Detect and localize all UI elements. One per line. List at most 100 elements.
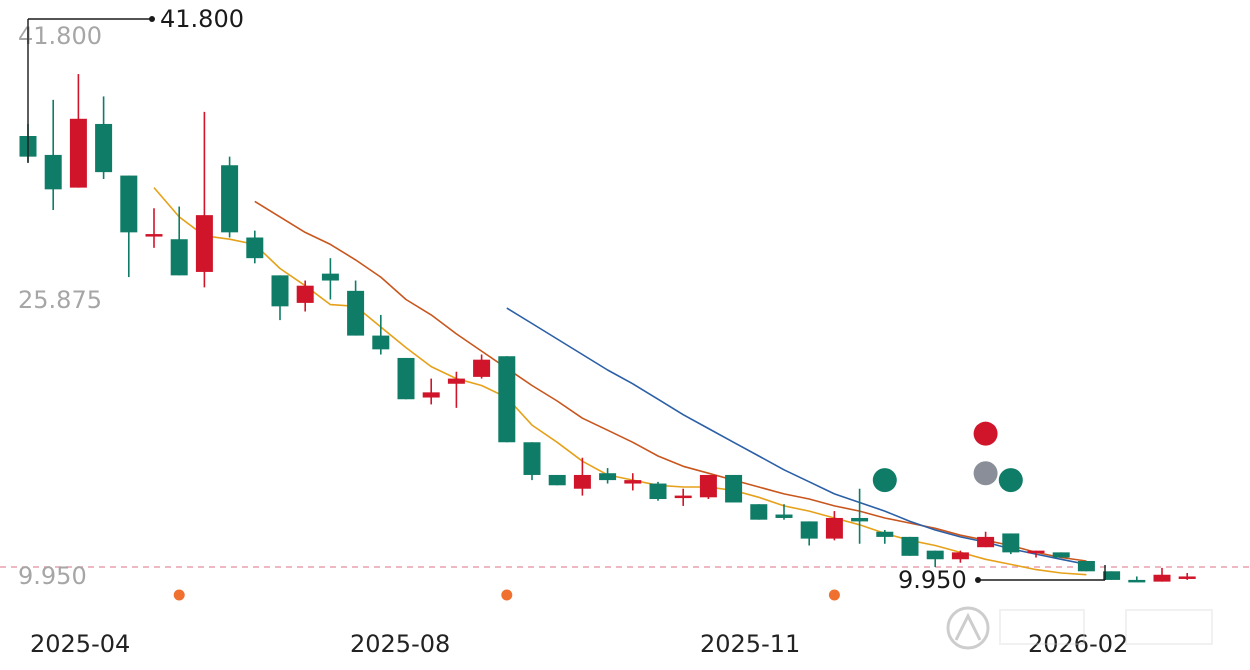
candle-body [372, 335, 390, 350]
candle-body [1002, 533, 1020, 553]
high-callout-label: 41.800 [160, 5, 244, 33]
candlestick [1178, 573, 1196, 580]
candle-body [498, 356, 516, 443]
candle-body [321, 273, 339, 281]
candlestick [271, 275, 289, 321]
signal-dot [973, 421, 998, 446]
candlestick [170, 206, 188, 276]
ma-mid-line [254, 200, 1087, 562]
candle-body [951, 552, 969, 560]
candle-body [523, 442, 541, 475]
signal-dot [973, 461, 998, 486]
candle-body [901, 536, 919, 556]
candle-body [876, 531, 894, 537]
candle-body [1027, 550, 1045, 554]
candlestick [69, 74, 87, 188]
y-axis-label-bottom: 9.950 [18, 562, 87, 590]
candle-body [296, 285, 314, 303]
candle-body [725, 474, 743, 503]
candle-body [1153, 574, 1171, 582]
candle-body [397, 357, 415, 400]
candlestick [195, 111, 213, 288]
ma-long-line [506, 307, 1087, 566]
candle-body [246, 237, 264, 259]
candlestick [372, 314, 390, 355]
y-axis-label-mid: 25.875 [18, 286, 102, 314]
candle-body [775, 514, 793, 518]
candle-body [1178, 576, 1196, 579]
signal-dot [872, 468, 897, 493]
candlestick [624, 473, 642, 491]
candlestick [750, 504, 768, 520]
candlestick [901, 536, 919, 556]
candlestick [548, 474, 566, 486]
candlestick [825, 511, 843, 541]
candle-body [1128, 579, 1146, 583]
candlestick [1077, 560, 1095, 572]
candlestick [851, 488, 869, 544]
candlestick [447, 371, 465, 408]
candle-body [1052, 552, 1070, 558]
candlestick [44, 99, 62, 210]
candle-body [271, 275, 289, 307]
candlestick [1002, 533, 1020, 555]
y-axis-label-top: 41.800 [18, 22, 102, 50]
signal-dot [998, 468, 1023, 493]
candle-body [1077, 560, 1095, 572]
candlestick [246, 230, 264, 264]
candlestick [775, 504, 793, 520]
candle-body [599, 473, 617, 481]
event-marker-dot [173, 589, 185, 601]
candlestick [221, 156, 239, 238]
candle-body [977, 536, 995, 548]
event-marker-dot [828, 589, 840, 601]
candle-body [573, 474, 591, 489]
x-axis-label-3: 2025-11 [700, 630, 800, 658]
ma-short-line [153, 187, 1087, 576]
candle-body [170, 239, 188, 276]
candle-body [548, 474, 566, 486]
candlestick [1027, 550, 1045, 558]
x-axis-label-4: 2026-02 [1028, 630, 1128, 658]
candle-body [851, 517, 869, 522]
candle-body [221, 165, 239, 233]
candle-body [800, 521, 818, 539]
candlestick [674, 488, 692, 506]
candle-body [44, 154, 62, 190]
candlestick [1128, 576, 1146, 583]
candle-body [674, 495, 692, 499]
candle-body [649, 483, 667, 500]
candlestick [321, 258, 339, 300]
candlestick [95, 96, 113, 180]
candle-body [447, 378, 465, 384]
candle-body [825, 517, 843, 539]
candlestick [347, 280, 365, 336]
x-axis-label-1: 2025-04 [30, 630, 130, 658]
candlestick [120, 175, 138, 278]
candlestick [599, 468, 617, 484]
candlestick [296, 280, 314, 312]
candlestick [473, 354, 491, 379]
high-callout-dot [149, 16, 155, 22]
candlestick [977, 531, 995, 548]
low-callout-dot [975, 577, 981, 583]
candlestick [800, 521, 818, 546]
candlestick [699, 474, 717, 500]
candle-body [473, 359, 491, 377]
candlestick [1153, 567, 1171, 582]
candlestick [145, 208, 163, 248]
x-axis-label-2: 2025-08 [350, 630, 450, 658]
candlestick [397, 357, 415, 400]
candle-body [750, 504, 768, 520]
candle-body [347, 290, 365, 336]
candlestick [1052, 552, 1070, 558]
candle-body [95, 123, 113, 173]
candle-body [624, 480, 642, 484]
candle-body [699, 474, 717, 498]
candlestick [498, 356, 516, 443]
candle-body [926, 550, 944, 560]
low-callout-label: 9.950 [898, 566, 967, 594]
candle-body [120, 175, 138, 233]
watermark [946, 606, 1213, 650]
